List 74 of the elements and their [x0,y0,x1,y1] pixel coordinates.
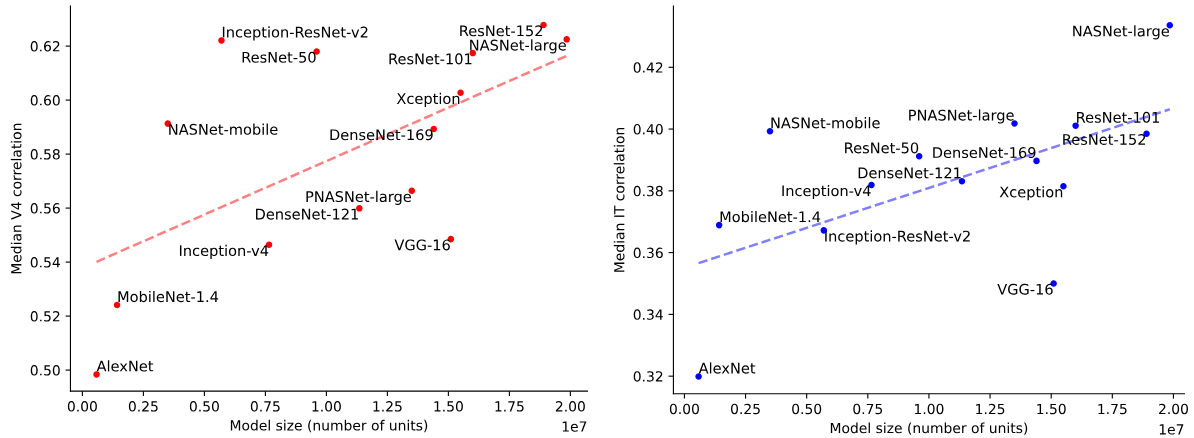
point [93,371,100,378]
annotation: NASNet-mobile [169,123,278,135]
x-tick-label: 0.75 [853,403,883,415]
annotation: DenseNet-169 [933,147,1036,159]
y-axis-title: Median IT correlation [613,127,625,272]
x-tick-label: 0.00 [67,401,97,412]
annotation: DenseNet-121 [256,208,358,220]
point [1072,122,1079,129]
x-tick-label: 1.50 [1037,403,1066,415]
y-tick-label: 0.40 [633,124,663,135]
text: 1e7 [1159,424,1184,435]
point [715,221,723,229]
annotation: VGG-16 [394,239,450,251]
annotation: MobileNet-1.4 [118,290,219,303]
x-tick-label: 0.25 [731,403,760,415]
y-tick-label: 0.36 [633,247,663,259]
annotation: Inception-ResNet-v2 [222,26,368,41]
y-tick-label: 0.58 [30,149,60,160]
annotation: Inception-v4 [782,184,871,200]
y-tick-label: 0.32 [633,371,663,382]
x-tick-label: 1.75 [495,401,524,412]
x-tick-label: 0.25 [128,401,158,412]
annotation: ResNet-101 [1077,111,1160,123]
x-tick-label: 1.00 [312,401,341,412]
annotation: ResNet-152 [460,25,543,37]
x-tick-label: 1.50 [434,401,463,412]
x-tick-label: 0.75 [250,401,280,412]
x-tick-label: 1.75 [1098,403,1127,415]
x-tick-label: 0.00 [669,403,699,415]
text: 1e7 [562,421,587,432]
x-tick-label: 1.00 [915,403,944,415]
annotation: Inception-ResNet-v2 [825,230,970,245]
x-tick-label: 2.00 [1159,403,1188,415]
y-tick-label: 0.38 [633,185,663,197]
y-tick-label: 0.42 [633,62,663,73]
annotation: Xception [396,92,460,107]
annotation: PNASNet-large [306,190,411,205]
y-tick-label: 0.52 [30,311,60,322]
annotation: MobileNet-1.4 [720,211,821,223]
point [113,301,121,309]
annotation: ResNet-50 [242,51,316,63]
y-tick-label: 0.56 [30,203,60,214]
y-tick-label: 0.60 [30,95,60,106]
annotation: Xception [999,186,1063,201]
annotation: PNASNet-large [909,109,1014,124]
annotation: NASNet-large [1073,25,1169,40]
point [1033,157,1040,165]
annotation: NASNet-mobile [771,117,880,129]
x-tick-label: 0.50 [792,403,822,415]
annotation: DenseNet-121 [858,167,961,179]
point [695,373,702,380]
x-tick-label: 1.25 [976,403,1005,415]
x-axis-title: Model size (number of units) [230,419,428,433]
annotation: AlexNet [698,362,756,374]
annotation: ResNet-101 [389,53,472,65]
x-axis-title: Model size (number of units) [830,422,1028,435]
annotation: DenseNet-169 [330,129,433,141]
annotation: AlexNet [96,360,154,372]
y-tick-label: 0.50 [30,365,60,376]
point [958,178,966,185]
annotation: NASNet-large [470,39,566,54]
point [766,127,774,135]
x-tick-label: 1.25 [373,401,402,412]
y-axis-title: Median V4 correlation [10,123,22,274]
point [915,152,923,160]
y-tick-label: 0.34 [633,309,663,320]
y-tick-label: 0.62 [30,41,60,52]
annotation: ResNet-152 [1063,133,1146,145]
annotation: ResNet-50 [845,142,919,154]
x-tick-label: 2.00 [555,401,585,412]
x-tick-label: 0.50 [189,401,219,412]
y-tick-label: 0.54 [30,257,60,268]
annotation: VGG-16 [997,283,1053,295]
annotation: Inception-v4 [179,244,269,259]
